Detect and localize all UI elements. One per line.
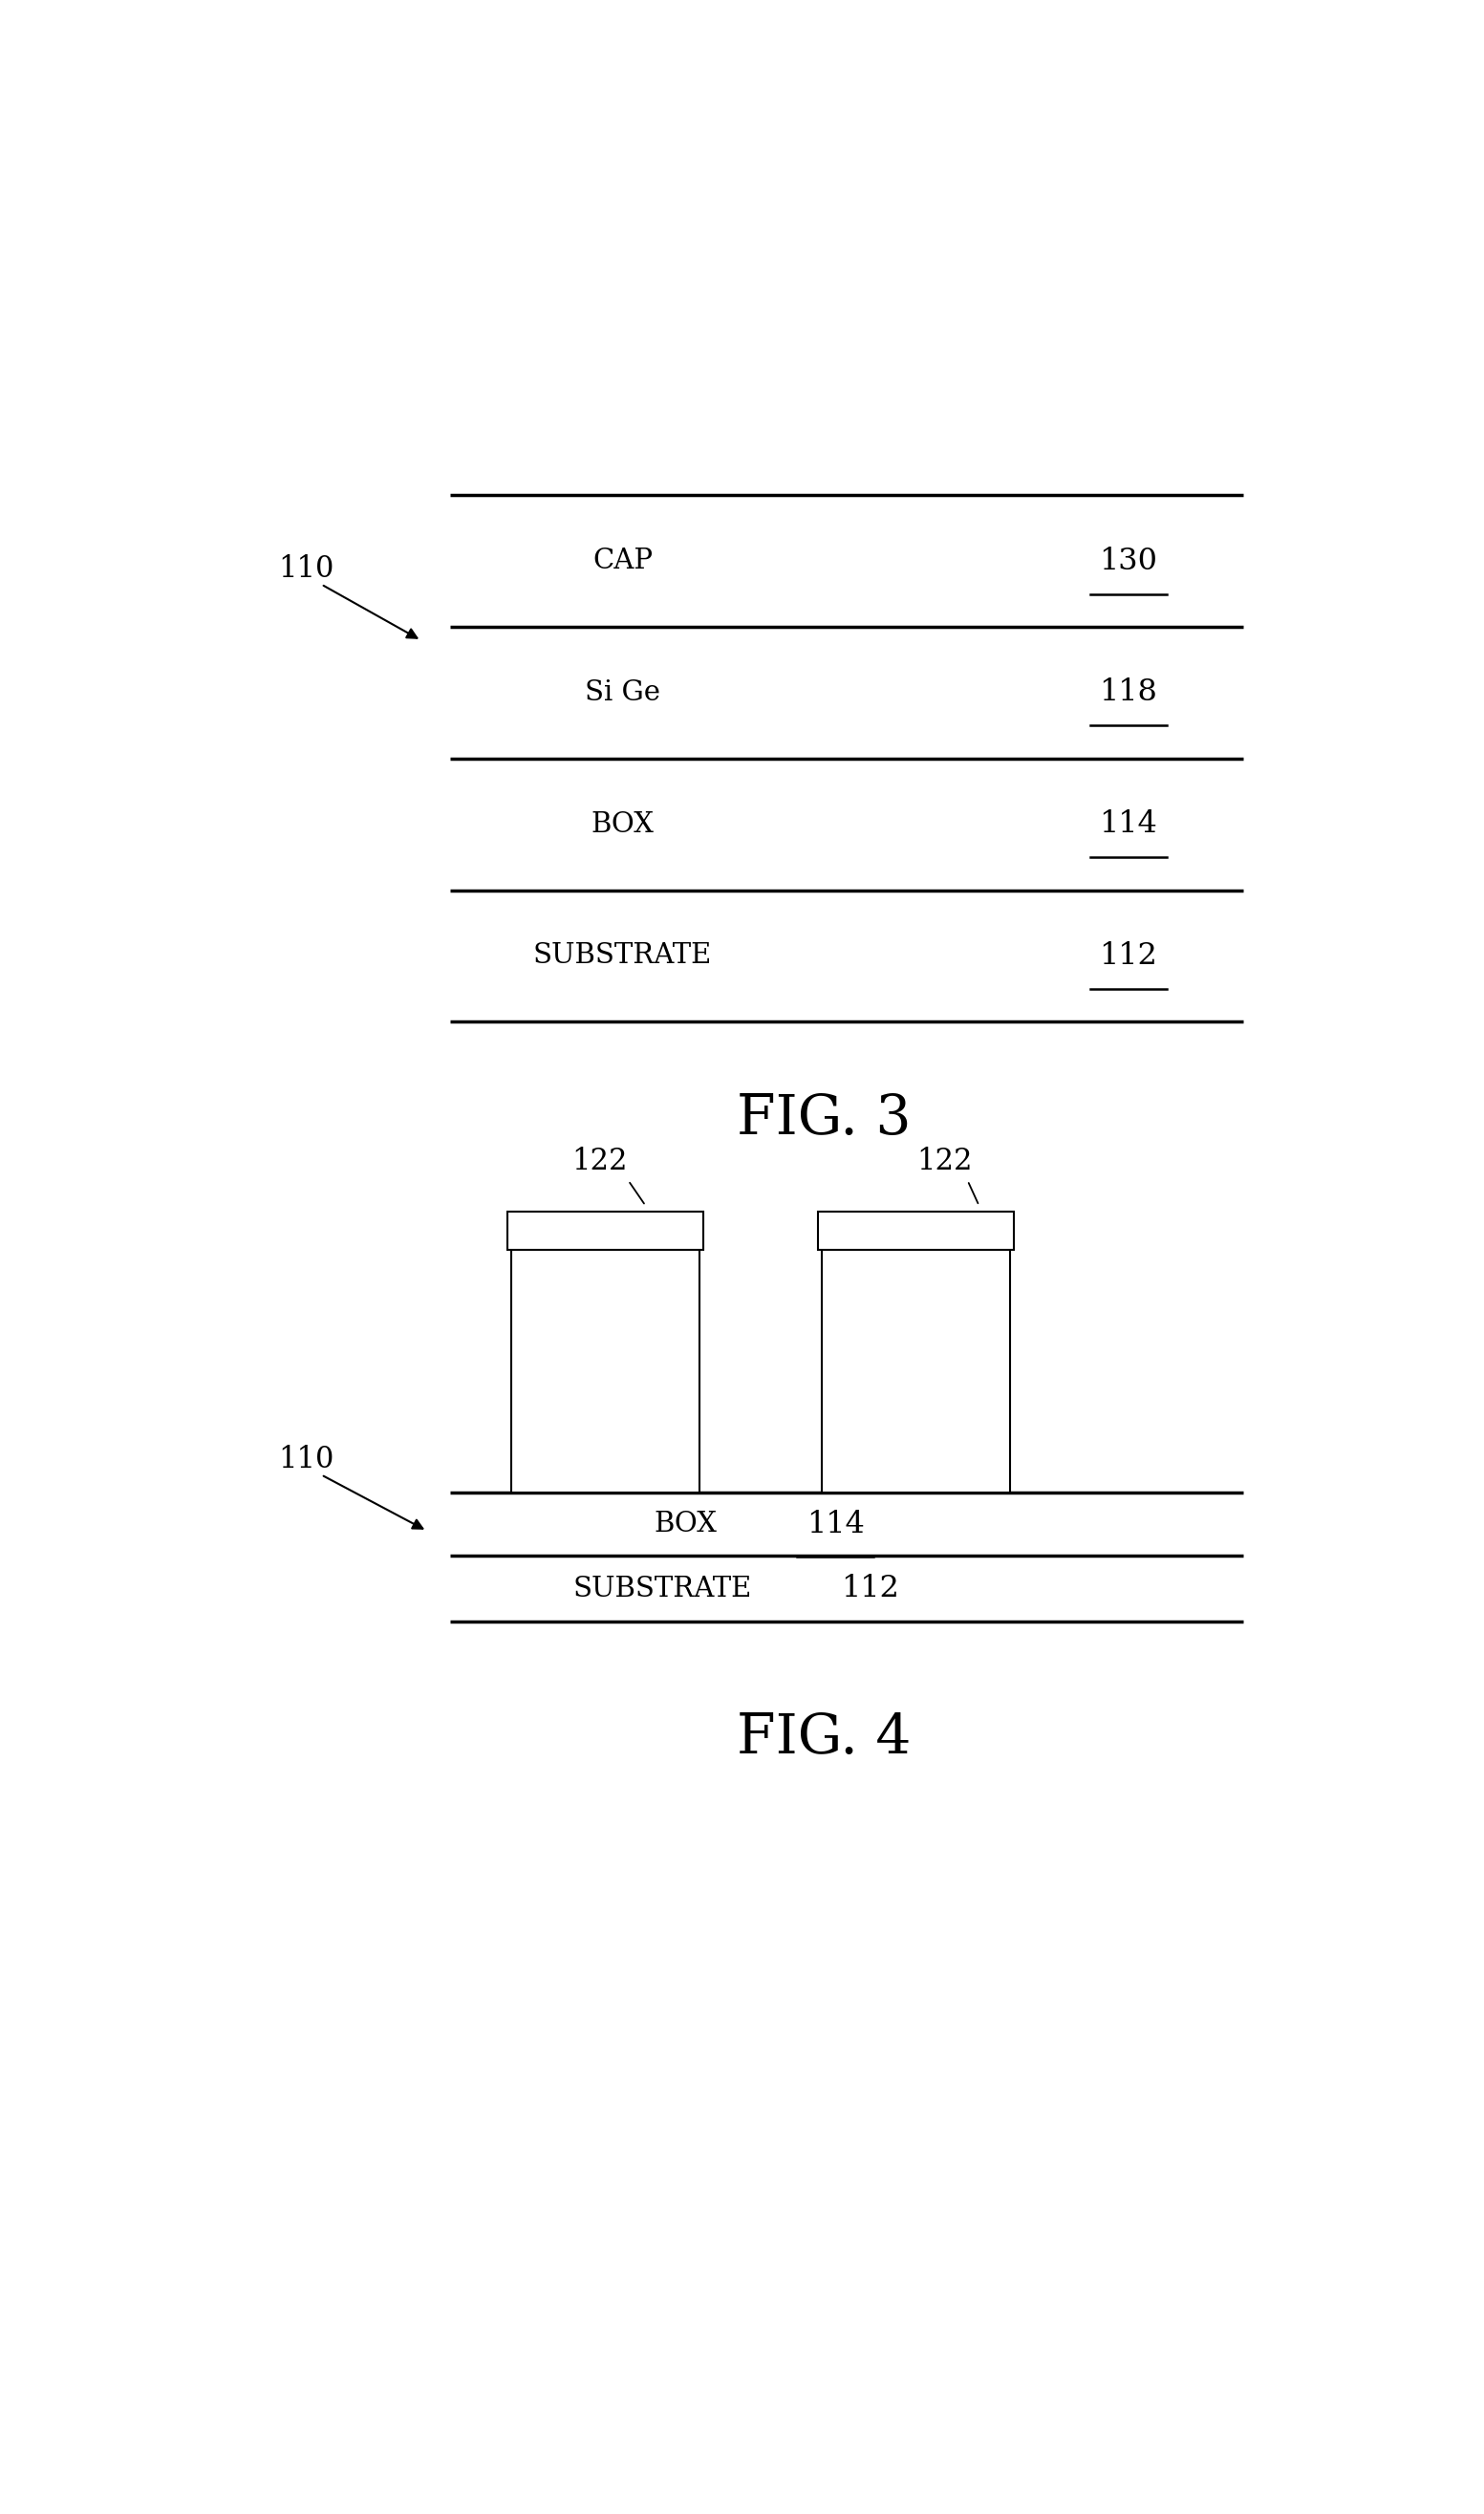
Bar (510, 1249, 699, 1493)
Text: BOX: BOX (654, 1511, 717, 1539)
Text: 110: 110 (279, 553, 334, 583)
Text: 122: 122 (917, 1146, 972, 1177)
Text: Si Ge: Si Ge (585, 679, 660, 706)
Text: 118: 118 (1100, 679, 1158, 706)
Text: SUBSTRATE: SUBSTRATE (573, 1576, 752, 1601)
Bar (818, 1212, 1014, 1249)
Text: SUBSTRATE: SUBSTRATE (533, 943, 712, 970)
Text: 112: 112 (841, 1574, 899, 1604)
Text: 112: 112 (1100, 940, 1158, 970)
Text: FIG. 3: FIG. 3 (736, 1091, 911, 1146)
Text: 114: 114 (1100, 810, 1158, 840)
Text: CAP: CAP (592, 548, 653, 576)
Text: FIG. 4: FIG. 4 (736, 1712, 911, 1765)
Bar (822, 1249, 1011, 1493)
Text: 114: 114 (806, 1508, 864, 1539)
Bar (508, 1212, 703, 1249)
Text: 122: 122 (571, 1146, 628, 1177)
Text: 130: 130 (1100, 546, 1158, 576)
Text: BOX: BOX (591, 812, 654, 837)
Text: 110: 110 (279, 1446, 334, 1473)
